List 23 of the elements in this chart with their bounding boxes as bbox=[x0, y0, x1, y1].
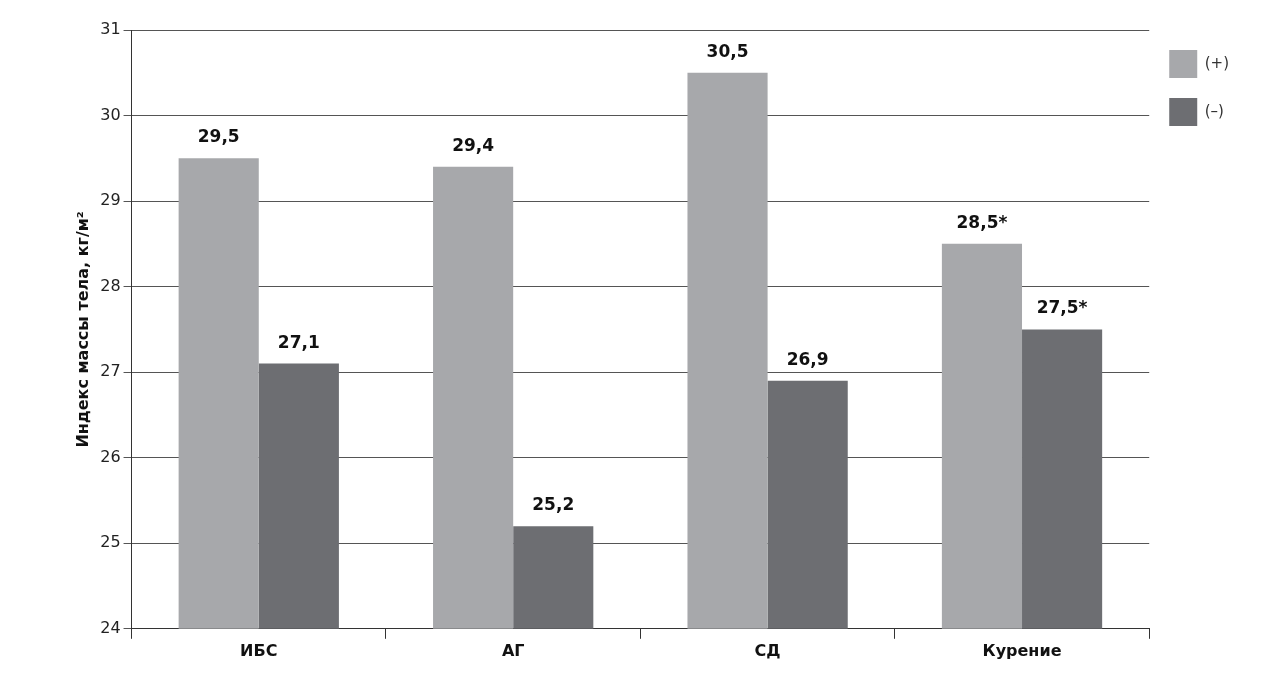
x-tick-label: Курение bbox=[982, 640, 1062, 660]
y-axis-title: Индекс массы тела, кг/м² bbox=[72, 211, 92, 448]
y-tick-label: 26 bbox=[100, 446, 121, 466]
y-tick-label: 24 bbox=[100, 617, 121, 637]
x-tick-label: АГ bbox=[501, 640, 525, 660]
data-label: 26,9 bbox=[786, 348, 829, 369]
data-label: 27,5* bbox=[1036, 297, 1088, 318]
legend-label: (–) bbox=[1204, 101, 1224, 120]
legend-label: (+) bbox=[1204, 53, 1230, 72]
x-tick-label: СД bbox=[754, 640, 781, 660]
data-label: 27,1 bbox=[277, 331, 320, 352]
data-label: 25,2 bbox=[532, 494, 575, 515]
y-tick-label: 25 bbox=[100, 532, 121, 552]
data-label: 29,5 bbox=[197, 126, 240, 147]
y-tick-label: 28 bbox=[100, 275, 121, 295]
data-label: 28,5* bbox=[956, 211, 1008, 232]
data-label: 30,5 bbox=[706, 40, 749, 61]
y-tick-label: 29 bbox=[100, 190, 121, 210]
y-tick-label: 27 bbox=[100, 361, 121, 381]
x-tick-label: ИБС bbox=[240, 640, 278, 660]
y-tick-label: 30 bbox=[100, 104, 121, 124]
y-tick-label: 31 bbox=[100, 19, 121, 39]
data-label: 29,4 bbox=[452, 134, 495, 155]
